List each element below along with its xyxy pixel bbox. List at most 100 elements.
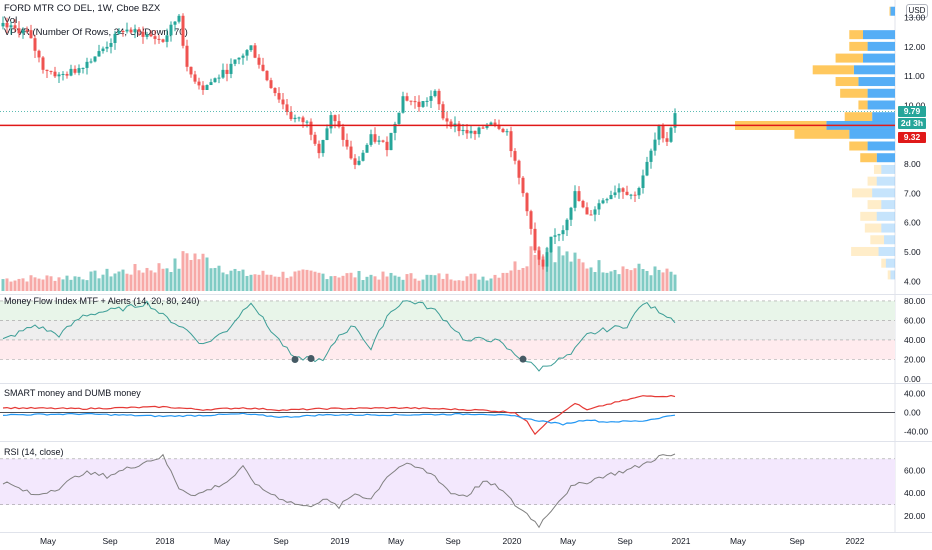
candle-body	[129, 29, 133, 33]
volume-bar	[617, 274, 621, 291]
volume-bar	[505, 272, 509, 291]
vpvr-up-bar	[885, 258, 895, 268]
candle-body	[17, 28, 21, 34]
candle-body	[497, 124, 501, 129]
volume-bar	[333, 275, 337, 291]
volume-bar	[461, 280, 465, 291]
volume-bar	[225, 274, 229, 291]
mfi-overbought-zone	[0, 300, 895, 321]
volume-bar	[89, 271, 93, 291]
candle-body	[121, 30, 125, 32]
candle-body	[649, 150, 653, 162]
mfi-tick-label: 60.00	[904, 315, 926, 325]
candle-body	[385, 141, 389, 151]
candle-body	[281, 99, 285, 105]
vpvr-down-bar	[812, 65, 854, 75]
volume-bar	[45, 275, 49, 291]
candle-body	[421, 101, 425, 107]
vpvr-up-bar	[867, 141, 895, 151]
rsi-tick-label: 60.00	[904, 465, 926, 475]
candle-body	[153, 36, 157, 39]
candle-body	[537, 250, 541, 260]
price-tick-label: 11.00	[904, 71, 925, 81]
vpvr-down-bar	[873, 164, 882, 174]
candle-body	[9, 25, 13, 28]
volume-bar	[425, 274, 429, 291]
volume-bar	[93, 270, 97, 291]
volume-bar	[341, 275, 345, 291]
volume-bar	[377, 279, 381, 291]
volume-bar	[297, 270, 301, 291]
price-tick-label: 10.00	[904, 100, 926, 110]
vpvr-up-bar	[876, 211, 895, 221]
volume-bar	[421, 279, 425, 291]
axes: 13.0012.0011.0010.009.008.007.006.005.00…	[40, 13, 928, 546]
candle-body	[489, 122, 493, 125]
volume-bar	[189, 259, 193, 291]
volume-bar	[601, 272, 605, 291]
time-tick-label: 2022	[846, 536, 865, 546]
candle-body	[365, 144, 369, 153]
candle-body	[229, 63, 233, 74]
volume-bar	[621, 266, 625, 291]
volume-bar	[249, 274, 253, 291]
mfi-tick-label: 80.00	[904, 296, 926, 306]
candle-body	[33, 38, 37, 51]
candle-body	[325, 128, 329, 141]
volume-bar	[301, 269, 305, 291]
candle-body	[1, 22, 5, 27]
volume-bar	[229, 270, 233, 291]
price-tick-label: 8.00	[904, 159, 921, 169]
candle-body	[193, 74, 197, 82]
candle-body	[201, 85, 205, 90]
currency-button[interactable]: USD	[906, 4, 928, 18]
candle-body	[181, 15, 185, 46]
candle-body	[209, 82, 213, 86]
vpvr-up-bar	[849, 129, 895, 139]
vpvr-down-bar	[858, 100, 868, 110]
candle-body	[397, 112, 401, 124]
volume-bar	[577, 258, 581, 291]
volume-bar	[193, 253, 197, 291]
volume-bar	[337, 277, 341, 291]
volume-bar	[121, 269, 125, 291]
vpvr-down-bar	[840, 88, 868, 98]
candle-body	[613, 192, 617, 196]
volume-bar	[281, 271, 285, 291]
candle-body	[273, 88, 277, 94]
volume-bar	[77, 276, 81, 291]
volume-bar	[137, 270, 141, 291]
volume-bar	[101, 274, 105, 291]
volume-bar	[417, 280, 421, 291]
candle-body	[449, 121, 453, 127]
candle-body	[405, 96, 409, 101]
volume-bar	[493, 274, 497, 291]
volume-bar	[521, 267, 525, 291]
candle-body	[169, 24, 173, 36]
candle-body	[101, 48, 105, 52]
volume-bar	[629, 270, 633, 291]
vpvr-legend: VPVR (Number Of Rows, 24, Up/Down, 70)	[4, 27, 188, 38]
candle-body	[433, 90, 437, 97]
volume-bar	[649, 275, 653, 291]
vpvr-up-bar	[884, 235, 895, 245]
candle-body	[661, 125, 665, 139]
candle-body	[285, 104, 289, 112]
candle-body	[577, 191, 581, 201]
volume-bar	[245, 275, 249, 291]
volume-bar	[233, 268, 237, 291]
volume-bar	[33, 277, 37, 291]
candle-body	[317, 143, 321, 154]
volume-bar	[313, 271, 317, 291]
candle-body	[157, 38, 161, 40]
candle-body	[589, 214, 593, 216]
smart-tick-label: 40.00	[904, 389, 926, 399]
volume-bar	[673, 274, 677, 291]
candle-body	[341, 126, 345, 140]
vpvr-up-bar	[876, 176, 895, 186]
volume-bar	[501, 272, 505, 291]
candle-body	[653, 139, 657, 151]
candle-body	[521, 177, 525, 194]
volume-bar	[241, 269, 245, 291]
